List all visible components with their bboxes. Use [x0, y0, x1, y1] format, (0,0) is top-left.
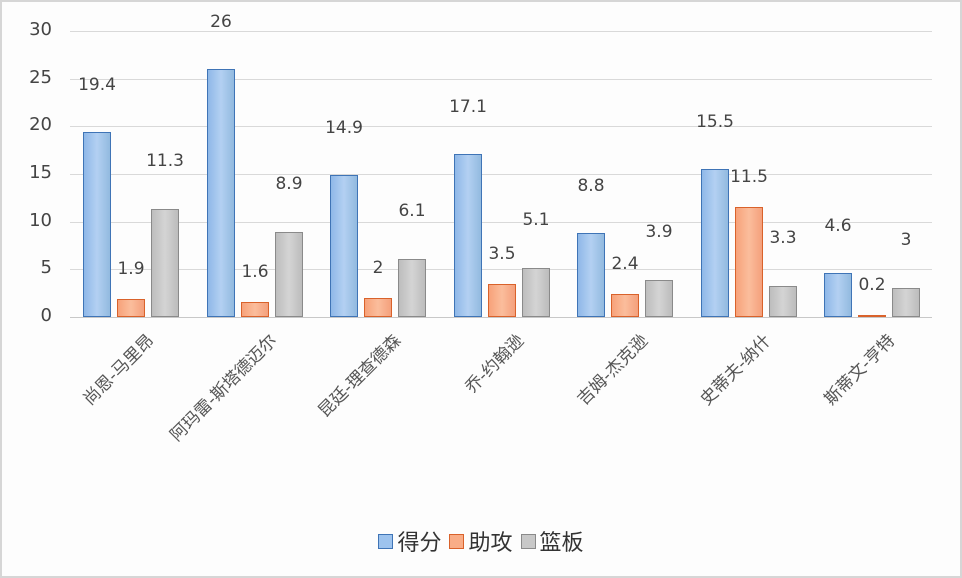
data-label: 1.9 [117, 259, 145, 279]
x-category-label: 昆廷-理查德森 [314, 330, 406, 422]
data-label: 3 [900, 230, 912, 250]
x-category-label: 吉姆-杰克逊 [573, 330, 653, 410]
bar-points[interactable] [454, 154, 482, 317]
legend-swatch-icon [449, 533, 465, 549]
legend-item-rebounds[interactable]: 篮板 [520, 525, 584, 557]
legend-label: 篮板 [539, 531, 584, 556]
bar-assists[interactable] [611, 294, 639, 317]
bar-rebounds[interactable] [275, 232, 303, 317]
bar-rebounds[interactable] [645, 280, 673, 317]
legend-item-assists[interactable]: 助攻 [449, 525, 513, 557]
data-label: 26 [210, 12, 232, 32]
data-label: 2 [372, 258, 384, 278]
data-label: 5.1 [522, 210, 550, 230]
gridline [70, 222, 932, 223]
data-label: 3.3 [769, 228, 797, 248]
bar-rebounds[interactable] [522, 268, 550, 317]
x-category-label: 乔-约翰逊 [462, 330, 529, 398]
bar-points[interactable] [83, 132, 111, 317]
data-label: 8.8 [577, 176, 605, 196]
legend-swatch-icon [378, 533, 394, 549]
bar-points[interactable] [701, 169, 729, 317]
bar-points[interactable] [577, 233, 605, 317]
legend-item-points[interactable]: 得分 [378, 525, 441, 557]
legend-label: 助攻 [468, 531, 513, 556]
bar-rebounds[interactable] [151, 209, 179, 317]
bar-rebounds[interactable] [892, 288, 920, 317]
data-label: 17.1 [449, 97, 487, 117]
data-label: 2.4 [611, 254, 639, 274]
bar-points[interactable] [824, 273, 852, 317]
data-label: 3.5 [488, 244, 516, 264]
data-label: 19.4 [78, 75, 116, 95]
data-label: 0.2 [858, 275, 886, 295]
data-label: 15.5 [696, 112, 734, 132]
bar-assists[interactable] [858, 315, 886, 317]
y-tick-label: 0 [40, 305, 52, 326]
data-label: 6.1 [398, 201, 426, 221]
data-label: 14.9 [325, 118, 363, 138]
y-tick-label: 30 [29, 19, 52, 40]
bar-assists[interactable] [488, 284, 516, 317]
bar-rebounds[interactable] [769, 286, 797, 317]
bar-assists[interactable] [117, 299, 145, 317]
bar-points[interactable] [330, 175, 358, 317]
data-label: 1.6 [241, 262, 269, 282]
data-label: 11.3 [146, 151, 184, 171]
legend-label: 得分 [397, 531, 442, 556]
y-tick-label: 15 [29, 162, 52, 183]
y-tick-label: 10 [29, 210, 52, 231]
gridline [70, 174, 932, 175]
data-label: 4.6 [824, 216, 852, 236]
gridline [70, 31, 932, 32]
gridline [70, 126, 932, 127]
y-tick-label: 5 [40, 257, 52, 278]
x-category-label: 史蒂夫-纳什 [696, 330, 776, 410]
x-category-label: 尚恩-马里昂 [79, 330, 159, 410]
x-category-label: 斯蒂文-亨特 [820, 330, 900, 410]
y-tick-label: 25 [29, 67, 52, 88]
data-label: 11.5 [730, 167, 768, 187]
bar-assists[interactable] [364, 298, 392, 317]
x-axis-line [70, 317, 932, 318]
data-label: 3.9 [645, 222, 673, 242]
legend: 得分 助攻 篮板 [0, 525, 962, 557]
data-label: 8.9 [275, 174, 303, 194]
bar-assists[interactable] [241, 302, 269, 317]
gridline [70, 79, 932, 80]
bar-points[interactable] [207, 69, 235, 317]
bar-rebounds[interactable] [398, 259, 426, 317]
x-category-label: 阿玛雷-斯塔德迈尔 [166, 330, 282, 446]
y-tick-label: 20 [29, 114, 52, 135]
gridline [70, 269, 932, 270]
bar-assists[interactable] [735, 207, 763, 317]
legend-swatch-icon [520, 533, 536, 549]
